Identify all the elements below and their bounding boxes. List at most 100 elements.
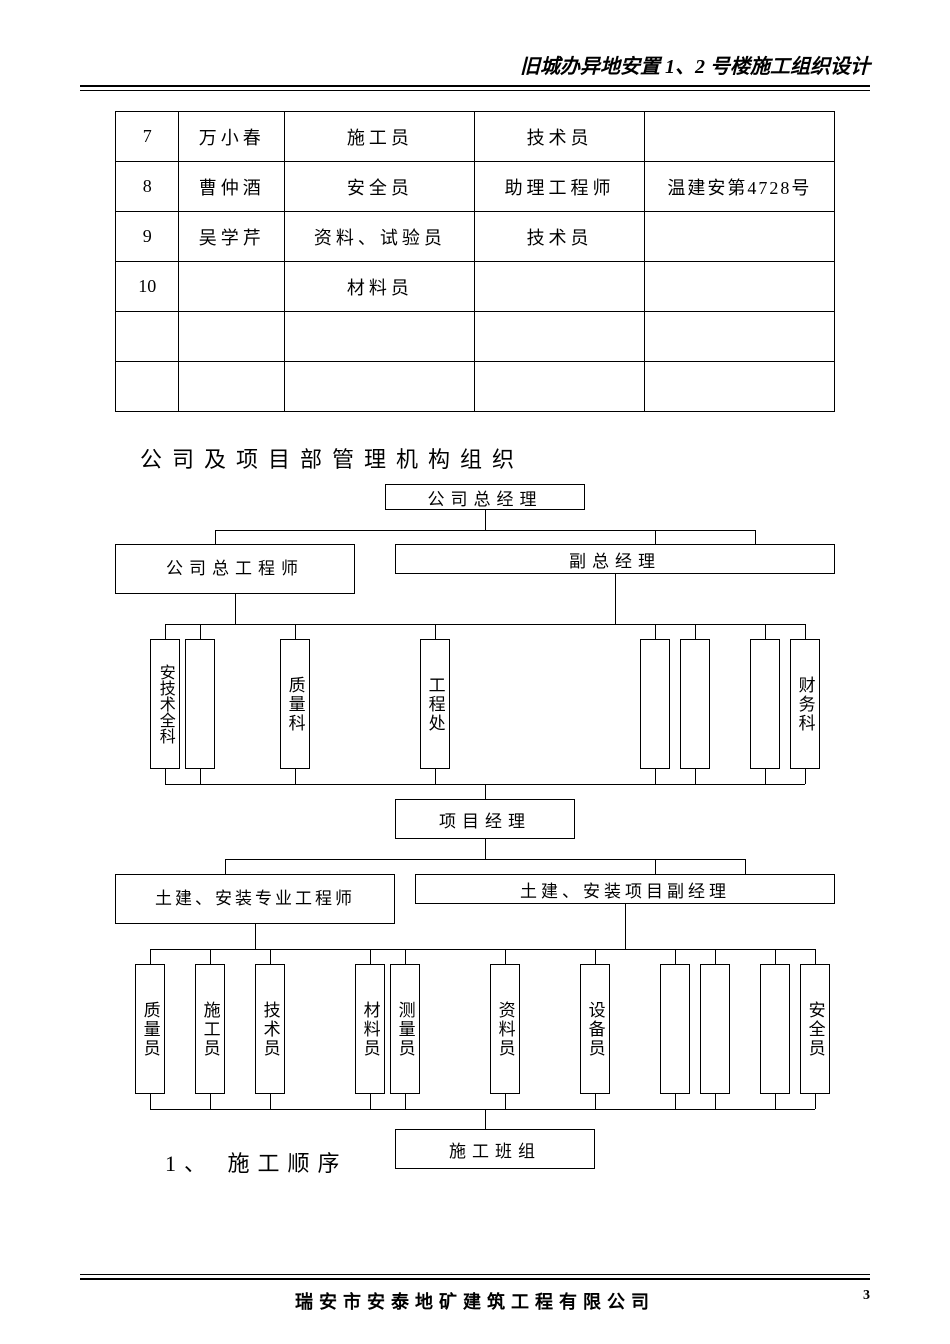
org-node-dept-spare2 [640,639,670,769]
connector [485,839,486,859]
connector [270,949,271,964]
cell-title [475,312,644,362]
connector [165,769,166,784]
connector [295,769,296,784]
connector [235,594,236,624]
cell-name: 万小春 [179,112,285,162]
org-node-dept: 财务科 [790,639,820,769]
cell-name: 吴学芹 [179,212,285,262]
connector [435,769,436,784]
connector [775,1094,776,1109]
cell-title [475,362,644,412]
connector [505,1094,506,1109]
connector [775,949,776,964]
org-node-staff: 质量员 [135,964,165,1094]
org-node-chief-eng: 公司总工程师 [115,544,355,594]
connector [150,1109,815,1110]
cell-role: 资料、试验员 [285,212,475,262]
org-node-staff: 施工员 [195,964,225,1094]
org-node-staff: 材料员 [355,964,385,1094]
org-node-staff: 技术员 [255,964,285,1094]
org-node-ceo: 公司总经理 [385,484,585,510]
org-node-staff-spare3 [760,964,790,1094]
connector [255,924,256,949]
connector [150,949,151,964]
connector [225,859,226,874]
connector [210,949,211,964]
connector [765,769,766,784]
org-node-staff: 测量员 [390,964,420,1094]
connector [595,1094,596,1109]
org-node-staff-spare1 [660,964,690,1094]
connector [655,859,656,874]
cell-name [179,362,285,412]
connector [215,530,755,531]
table-row: 9 吴学芹 资料、试验员 技术员 [116,212,835,262]
connector [405,1094,406,1109]
connector [435,624,436,639]
table-row [116,362,835,412]
cell-name [179,312,285,362]
section-heading: 1、 施工顺序 [165,1146,348,1178]
connector [695,769,696,784]
connector [765,624,766,639]
connector [505,949,506,964]
connector [655,530,656,544]
cell-num: 8 [116,162,179,212]
table-row: 7 万小春 施工员 技术员 [116,112,835,162]
connector [405,949,406,964]
org-node-vice-gm: 副总经理 [395,544,835,574]
cell-cert [644,212,834,262]
org-node-staff-spare2 [700,964,730,1094]
org-node-crew: 施工班组 [395,1129,595,1169]
connector [595,949,596,964]
cell-num: 7 [116,112,179,162]
page-footer: 瑞安市安泰地矿建筑工程有限公司 3 [80,1274,870,1314]
connector [370,1094,371,1109]
connector [625,904,626,949]
cell-cert [644,262,834,312]
connector [615,574,616,624]
connector [655,624,656,639]
connector [675,949,676,964]
connector [210,1094,211,1109]
cell-cert [644,112,834,162]
cell-num [116,312,179,362]
org-node-staff: 资料员 [490,964,520,1094]
table-row: 10 材料员 [116,262,835,312]
connector [270,1094,271,1109]
org-node-dept-spare3 [680,639,710,769]
org-node-staff: 设备员 [580,964,610,1094]
cell-num [116,362,179,412]
org-chart: 公司总经理 公司总工程师 副总经理 安技术全科 质量科 工程处 财务科 [95,484,855,1204]
table-row: 8 曹仲酒 安全员 助理工程师 温建安第4728号 [116,162,835,212]
page-number: 3 [863,1288,870,1304]
connector [225,859,745,860]
org-node-dept: 工程处 [420,639,450,769]
connector [485,784,486,799]
connector [165,624,805,625]
connector [745,859,746,874]
connector [805,624,806,639]
org-title: 公司及项目部管理机构组织 [140,442,870,474]
connector [295,624,296,639]
org-node-vpm: 土建、安装项目副经理 [415,874,835,904]
cell-name: 曹仲酒 [179,162,285,212]
connector [485,510,486,530]
cell-title: 助理工程师 [475,162,644,212]
org-node-pm: 项目经理 [395,799,575,839]
cell-title: 技术员 [475,212,644,262]
cell-cert: 温建安第4728号 [644,162,834,212]
connector [695,624,696,639]
connector [165,624,166,639]
cell-title [475,262,644,312]
cell-role: 材料员 [285,262,475,312]
connector [215,530,216,544]
cell-role [285,312,475,362]
cell-cert [644,312,834,362]
cell-num: 9 [116,212,179,262]
connector [715,1094,716,1109]
org-node-dept: 安技术全科 [150,639,180,769]
table-row [116,312,835,362]
header-underline [80,90,870,91]
